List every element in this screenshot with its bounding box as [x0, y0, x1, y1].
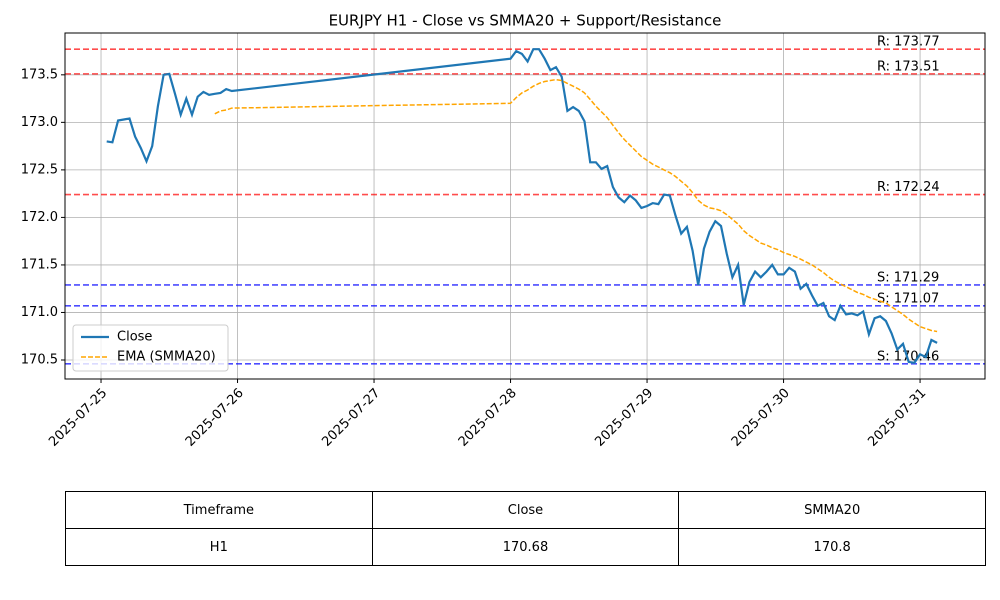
cell: H1 [65, 528, 373, 566]
level-label: S: 171.29 [877, 270, 939, 285]
y-tick-label: 173.5 [21, 67, 58, 82]
y-tick-label: 171.5 [21, 257, 58, 272]
header-cell: Timeframe [65, 491, 373, 529]
header-cell: Close [371, 491, 680, 529]
series-line [214, 78, 938, 333]
y-tick-label: 172.0 [21, 210, 58, 225]
chart: EURJPY H1 - Close vs SMMA20 + Support/Re… [21, 12, 986, 450]
chart-title: EURJPY H1 - Close vs SMMA20 + Support/Re… [329, 12, 722, 30]
series-line [106, 48, 938, 364]
legend-label: EMA (SMMA20) [117, 350, 216, 365]
level-label: R: 173.51 [877, 59, 940, 74]
level-label: S: 171.07 [877, 291, 939, 306]
legend-box [72, 324, 229, 372]
x-tick-label: 2025-07-26 [183, 386, 247, 450]
legend: Close EMA (SMMA20) [72, 324, 229, 372]
legend-label: Close [117, 330, 152, 345]
x-tick-label: 2025-07-25 [46, 386, 110, 450]
y-tick-label: 172.5 [21, 162, 58, 177]
cell: 170.68 [371, 528, 680, 566]
x-tick-label: 2025-07-30 [729, 386, 793, 450]
level-label: R: 173.77 [877, 35, 940, 50]
header-cell: SMMA20 [678, 491, 986, 529]
x-tick-label: 2025-07-28 [456, 386, 520, 450]
table-header: Timeframe Close SMMA20 [65, 491, 986, 529]
x-tick-label: 2025-07-27 [319, 386, 383, 450]
y-tick-label: 171.0 [21, 305, 58, 320]
summary-table: Timeframe Close SMMA20 H1 170.68 170.8 [65, 491, 986, 566]
y-tick-label: 170.5 [21, 352, 58, 367]
x-tick-label: 2025-07-29 [592, 386, 656, 450]
table-row: H1 170.68 170.8 [65, 528, 986, 566]
y-tick-label: 173.0 [21, 115, 58, 130]
x-tick-label: 2025-07-31 [865, 386, 929, 450]
level-label: R: 172.24 [877, 180, 940, 195]
plot-frame [64, 32, 986, 380]
cell: 170.8 [678, 528, 986, 566]
